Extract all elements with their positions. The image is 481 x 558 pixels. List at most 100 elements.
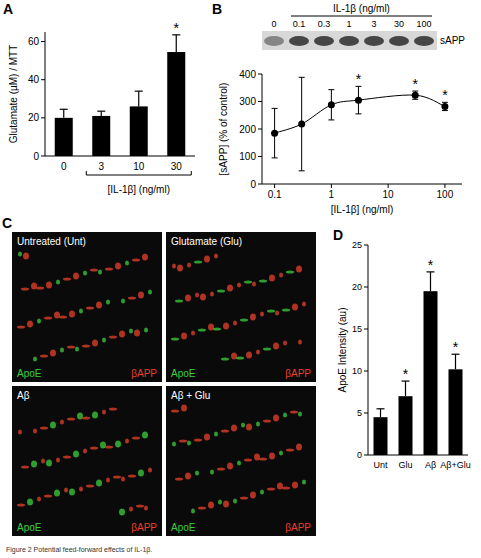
x-axis-title: [IL-1β] (ng/ml)	[108, 184, 170, 195]
x-tick-label: Aβ+Glu	[440, 460, 470, 470]
cell	[102, 410, 106, 415]
error-bar	[442, 102, 448, 110]
cell	[286, 271, 294, 274]
cell	[18, 252, 22, 257]
cell	[128, 475, 136, 478]
y-tick	[258, 184, 262, 185]
cell	[217, 468, 225, 471]
cell	[113, 476, 121, 479]
error-cap	[97, 111, 105, 112]
cell	[263, 348, 271, 351]
x-axis-title: [IL-1β] (ng/ml)	[331, 204, 393, 215]
plot-area	[374, 272, 463, 455]
cell	[105, 268, 113, 271]
cell	[282, 487, 290, 490]
cell	[148, 468, 152, 473]
cell	[46, 460, 52, 467]
y-tick-label: 100	[239, 151, 256, 162]
lane-label: 0	[271, 19, 276, 29]
error-cap	[299, 170, 305, 171]
cell	[73, 451, 79, 458]
blot-band	[289, 36, 309, 46]
cell	[283, 341, 287, 346]
cell	[119, 331, 125, 338]
cell	[37, 319, 41, 324]
cell	[233, 499, 237, 504]
cell	[237, 283, 241, 288]
micrograph-bg	[166, 386, 316, 536]
cell	[213, 328, 221, 331]
cell	[106, 300, 110, 305]
cell	[302, 302, 306, 307]
cell	[185, 295, 191, 302]
blot-title: IL-1β (ng/ml)	[333, 3, 390, 14]
cell	[204, 434, 210, 441]
error-bar	[172, 35, 180, 52]
cell	[21, 466, 29, 469]
error-cap	[272, 108, 278, 109]
cell	[121, 299, 125, 304]
cell	[175, 478, 183, 481]
error-bar	[377, 409, 385, 417]
point	[441, 103, 448, 110]
lane-label: 100	[416, 19, 431, 29]
y-tick	[258, 101, 262, 102]
cell	[175, 300, 183, 303]
cell	[148, 290, 152, 295]
error-cap	[299, 77, 305, 78]
cell	[90, 269, 98, 272]
y-tick	[258, 74, 262, 75]
x-tick-label: Aβ	[425, 460, 436, 470]
panel-letter: B	[212, 1, 222, 17]
cell	[246, 352, 252, 359]
cell	[177, 265, 183, 272]
label-ground	[14, 520, 160, 534]
panel-letter: D	[333, 227, 343, 243]
blot-membrane	[262, 31, 437, 50]
annotation: *	[442, 87, 448, 103]
cell	[179, 440, 187, 443]
cell	[194, 439, 202, 442]
y-tick-label: 20	[28, 112, 40, 123]
cell	[240, 319, 248, 322]
panel-letter: C	[2, 215, 12, 231]
cell	[109, 336, 117, 339]
cell	[115, 263, 121, 270]
cell	[18, 430, 22, 435]
cell	[37, 497, 41, 502]
y-tick	[364, 413, 368, 414]
cell	[223, 323, 229, 330]
micrograph-bg	[12, 386, 162, 536]
cell	[33, 357, 37, 362]
cell	[142, 254, 148, 261]
y-tick	[364, 371, 368, 372]
y-tick	[258, 156, 262, 157]
channel-label: βAPP	[131, 368, 157, 379]
error-bar	[272, 108, 278, 158]
error-bar	[355, 86, 361, 114]
y-tick-label: 20	[352, 282, 362, 292]
y-tick	[41, 117, 45, 118]
label-ground	[168, 366, 314, 380]
cell	[252, 282, 256, 287]
cell	[227, 285, 233, 292]
error-cap	[355, 113, 361, 114]
cell	[138, 470, 144, 477]
cell	[246, 424, 252, 431]
lane-label: 1	[346, 19, 351, 29]
error-cap	[412, 99, 418, 100]
cell	[171, 338, 179, 341]
annotation: *	[356, 71, 362, 87]
y-axis	[368, 245, 369, 455]
y-tick-label: 200	[239, 124, 256, 135]
cell	[279, 451, 283, 456]
y-axis-title: Glutamate (µM) / MTT	[8, 45, 19, 144]
cell	[241, 423, 245, 428]
cell	[54, 490, 60, 497]
error-bar	[97, 111, 105, 116]
cell	[185, 473, 191, 480]
cell	[302, 480, 306, 485]
blot-band	[264, 36, 284, 46]
cell	[204, 256, 210, 263]
cell	[237, 461, 241, 466]
